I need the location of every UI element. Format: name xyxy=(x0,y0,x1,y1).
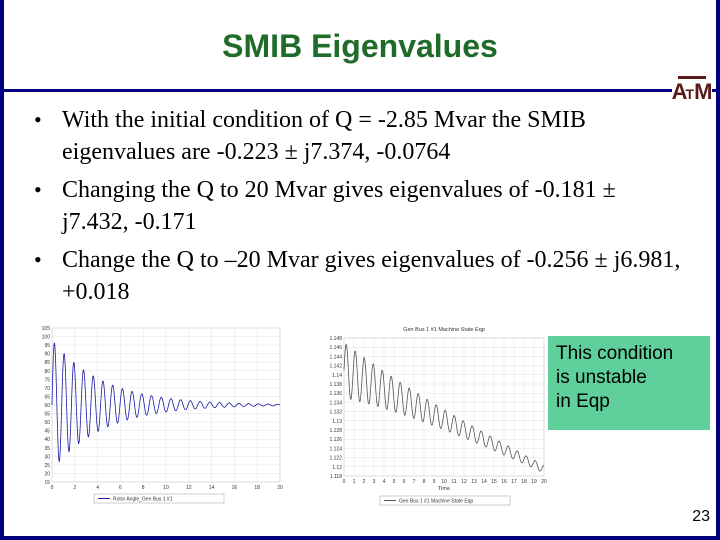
series-line xyxy=(51,342,281,463)
x-tick-label: 6 xyxy=(403,479,406,485)
y-tick-label: 30 xyxy=(44,454,50,460)
x-tick-label: 7 xyxy=(413,479,416,485)
x-tick-label: 6 xyxy=(119,485,122,491)
x-tick-label: 2 xyxy=(73,485,76,491)
y-tick-label: 1.14 xyxy=(332,373,342,379)
x-tick-label: 12 xyxy=(461,479,467,485)
legend-label: Rotor Angle_Gen Bus 1 #1 xyxy=(113,497,173,503)
x-tick-label: 18 xyxy=(521,479,527,485)
x-tick-label: 16 xyxy=(232,485,238,491)
x-tick-label: 10 xyxy=(441,479,447,485)
y-tick-label: 1.136 xyxy=(329,391,342,397)
y-tick-label: 1.12 xyxy=(332,465,342,471)
y-tick-label: 1.122 xyxy=(329,456,342,462)
y-tick-label: 1.132 xyxy=(329,410,342,416)
bullet-text: With the initial condition of Q = -2.85 … xyxy=(62,107,586,165)
x-tick-label: 18 xyxy=(254,485,260,491)
y-tick-label: 1.134 xyxy=(329,400,342,406)
x-tick-label: 16 xyxy=(501,479,507,485)
y-tick-label: 15 xyxy=(44,480,50,486)
eqp-state-chart: 1.1481.1461.1441.1421.141.1381.1361.1341… xyxy=(318,322,550,512)
x-tick-label: 4 xyxy=(383,479,386,485)
bullet-item: • Change the Q to –20 Mvar gives eigenval… xyxy=(34,244,684,308)
bullet-item: • Changing the Q to 20 Mvar gives eigenva… xyxy=(34,174,684,238)
x-tick-label: 4 xyxy=(96,485,99,491)
bullet-dot-icon: • xyxy=(34,247,42,272)
y-tick-label: 35 xyxy=(44,446,50,452)
y-tick-label: 1.124 xyxy=(329,446,342,452)
x-tick-label: 20 xyxy=(541,479,547,485)
x-tick-label: 0 xyxy=(343,479,346,485)
y-tick-label: 1.138 xyxy=(329,382,342,388)
x-tick-label: 8 xyxy=(142,485,145,491)
y-tick-label: 65 xyxy=(44,394,50,400)
x-tick-label: 19 xyxy=(531,479,537,485)
y-tick-label: 105 xyxy=(42,326,51,332)
title-divider xyxy=(0,89,720,92)
rotor-angle-chart: 1051009590858075706560555045403530252015… xyxy=(30,322,288,512)
unstable-callout: This condition is unstable in Eqp xyxy=(548,336,710,430)
callout-line: This condition xyxy=(556,343,674,364)
bullet-text: Change the Q to –20 Mvar gives eigenvalu… xyxy=(62,247,681,305)
y-tick-label: 1.144 xyxy=(329,354,342,360)
y-tick-label: 1.13 xyxy=(332,419,342,425)
x-tick-label: 2 xyxy=(363,479,366,485)
x-tick-label: 11 xyxy=(451,479,456,485)
y-tick-label: 90 xyxy=(44,352,50,358)
legend-label: Gen Bus 1 #1 Machine State Eqp xyxy=(399,499,473,505)
page-number: 23 xyxy=(692,508,710,525)
x-tick-label: 10 xyxy=(163,485,169,491)
y-tick-label: 50 xyxy=(44,420,50,426)
bullet-text: Changing the Q to 20 Mvar gives eigenval… xyxy=(62,177,616,235)
bullet-item: • With the initial condition of Q = -2.85… xyxy=(34,104,684,168)
bullet-list: • With the initial condition of Q = -2.85… xyxy=(34,104,684,314)
y-tick-label: 1.142 xyxy=(329,364,342,370)
x-tick-label: 1 xyxy=(353,479,356,485)
y-tick-label: 25 xyxy=(44,463,50,469)
x-tick-label: 3 xyxy=(373,479,376,485)
y-tick-label: 55 xyxy=(44,412,50,418)
y-tick-label: 95 xyxy=(44,343,50,349)
callout-line: in Eqp xyxy=(556,391,610,412)
y-tick-label: 1.118 xyxy=(330,474,342,480)
x-tick-label: 20 xyxy=(277,485,283,491)
legend-box xyxy=(379,495,511,506)
y-tick-label: 1.126 xyxy=(329,437,342,443)
y-tick-label: 1.148 xyxy=(329,336,342,342)
x-tick-label: 17 xyxy=(511,479,517,485)
atm-logo: ATM xyxy=(672,70,712,110)
x-tick-label: 9 xyxy=(433,479,436,485)
x-tick-label: 14 xyxy=(209,485,215,491)
bullet-dot-icon: • xyxy=(34,107,42,132)
y-tick-label: 60 xyxy=(44,403,50,409)
x-tick-label: 13 xyxy=(471,479,477,485)
y-tick-label: 40 xyxy=(44,437,50,443)
y-tick-label: 45 xyxy=(44,429,50,435)
x-axis-label: Time xyxy=(438,486,450,492)
bullet-dot-icon: • xyxy=(34,177,42,202)
x-tick-label: 8 xyxy=(423,479,426,485)
x-tick-label: 15 xyxy=(491,479,497,485)
x-tick-label: 5 xyxy=(393,479,396,485)
y-tick-label: 80 xyxy=(44,369,50,375)
x-tick-label: 0 xyxy=(51,485,54,491)
slide-title: SMIB Eigenvalues xyxy=(222,28,498,64)
callout-line: is unstable xyxy=(556,367,647,388)
y-tick-label: 1.128 xyxy=(329,428,342,434)
legend-box xyxy=(93,493,225,504)
y-tick-label: 100 xyxy=(42,335,51,341)
chart-title: Gen Bus 1 #1 Machine State Eqp xyxy=(403,327,485,333)
y-tick-label: 20 xyxy=(44,471,50,477)
x-tick-label: 12 xyxy=(186,485,192,491)
x-tick-label: 14 xyxy=(481,479,487,485)
series-line xyxy=(343,343,545,472)
y-tick-label: 75 xyxy=(44,377,50,383)
y-tick-label: 70 xyxy=(44,386,50,392)
y-tick-label: 1.146 xyxy=(329,345,342,351)
y-tick-label: 85 xyxy=(44,360,50,366)
